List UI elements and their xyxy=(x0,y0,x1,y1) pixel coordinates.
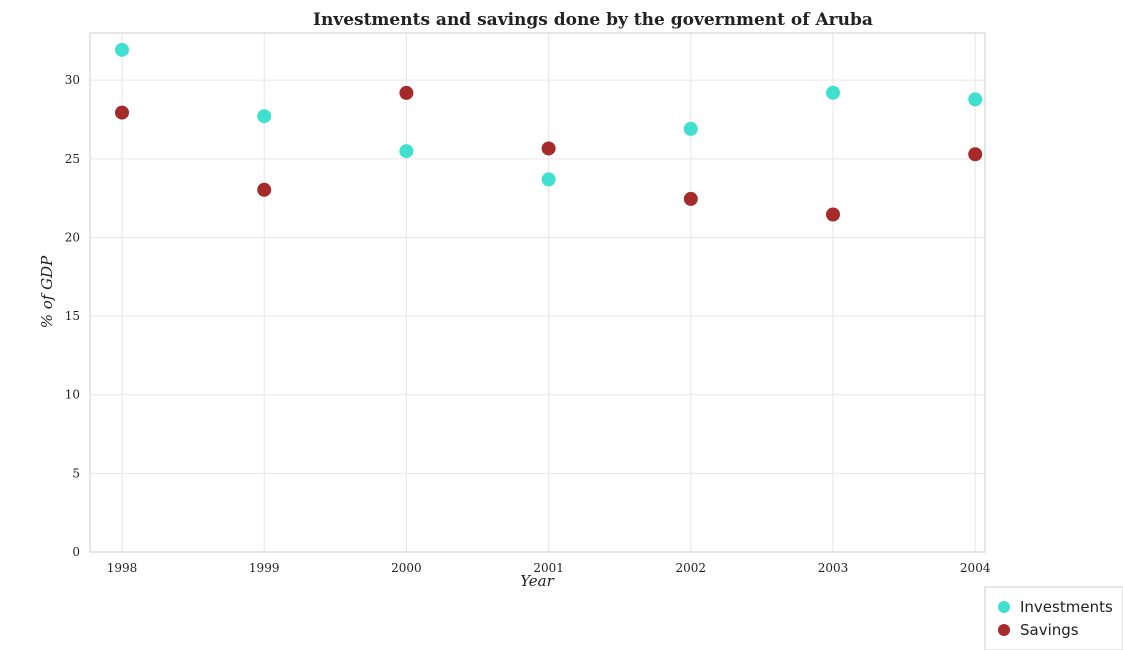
chart-title: Investments and savings done by the gove… xyxy=(313,10,873,30)
y-tick-label: 30 xyxy=(65,73,80,87)
point-investments-2001 xyxy=(541,172,556,187)
y-axis-label: % of GDP xyxy=(38,255,56,328)
x-tick-label: 2001 xyxy=(533,561,564,575)
x-tick-label: 2004 xyxy=(960,561,991,575)
y-tick-label: 20 xyxy=(65,230,80,244)
legend-label-investments: Investments xyxy=(1020,598,1113,616)
y-axis-ticks: 0 5 10 15 20 25 30 xyxy=(65,73,80,559)
data-points xyxy=(115,42,983,222)
plot-frame xyxy=(89,32,986,553)
point-savings-1999 xyxy=(257,182,272,197)
point-savings-2002 xyxy=(683,191,698,206)
x-tick-label: 2000 xyxy=(391,561,422,575)
point-savings-2003 xyxy=(826,207,840,222)
y-tick-label: 5 xyxy=(72,466,80,480)
point-investments-2002 xyxy=(683,121,698,136)
point-investments-2003 xyxy=(826,85,840,100)
point-investments-1999 xyxy=(257,109,272,124)
x-axis-ticks: 1998 1999 2000 2001 2002 2003 2004 xyxy=(107,561,991,575)
point-investments-2000 xyxy=(399,144,414,159)
point-investments-2004 xyxy=(968,92,983,107)
legend: Investments Savings xyxy=(984,586,1123,650)
point-savings-2001 xyxy=(541,141,556,156)
legend-marker-investments xyxy=(998,601,1010,613)
point-savings-1998 xyxy=(115,105,129,120)
point-investments-1998 xyxy=(115,42,129,57)
x-tick-label: 1999 xyxy=(249,561,280,575)
grid-lines xyxy=(90,33,985,553)
legend-box xyxy=(984,586,1123,650)
legend-label-savings: Savings xyxy=(1020,621,1079,639)
y-tick-label: 15 xyxy=(65,309,80,323)
y-tick-label: 10 xyxy=(65,388,80,402)
legend-marker-savings xyxy=(998,624,1010,636)
point-savings-2000 xyxy=(399,85,414,100)
x-tick-label: 1998 xyxy=(107,561,138,575)
x-tick-label: 2002 xyxy=(676,561,707,575)
point-savings-2004 xyxy=(968,147,983,162)
x-tick-label: 2003 xyxy=(818,561,849,575)
y-tick-label: 0 xyxy=(72,545,80,559)
x-axis-label: Year xyxy=(520,572,554,590)
y-tick-label: 25 xyxy=(65,152,80,166)
